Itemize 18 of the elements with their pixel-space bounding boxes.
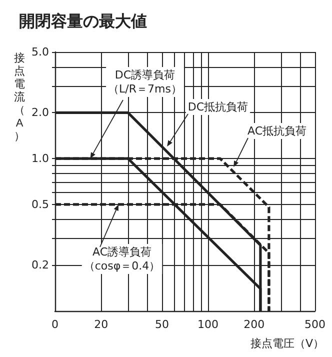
y-tick-label: 2.0	[32, 106, 49, 120]
y-axis-title: 接点電流（A）	[14, 52, 25, 142]
x-tick-label: 200	[244, 318, 265, 331]
chart-title: 開閉容量の最大値	[19, 12, 147, 30]
annotation: DC誘導負荷（L/R＝7ms）	[108, 68, 182, 96]
x-tick-label: 500	[304, 318, 326, 331]
y-tick-label: 0.5	[32, 198, 49, 211]
y-tick-label: 5.0	[32, 46, 49, 58]
annotation: AC抵抗負荷	[247, 124, 307, 138]
x-tick-label: 50	[154, 318, 169, 331]
annotation: DC抵抗負荷	[188, 100, 248, 114]
x-axis-title: 接点電圧（V）	[250, 337, 324, 350]
annotation: AC誘導負荷（cosφ＝0.4）	[84, 246, 160, 272]
x-tick-label: 0	[52, 318, 58, 331]
y-tick-label: 0.2	[32, 258, 49, 272]
x-tick-label: 100	[198, 318, 219, 331]
x-tick-label: 20	[94, 318, 108, 331]
y-tick-label: 1.0	[32, 152, 49, 166]
